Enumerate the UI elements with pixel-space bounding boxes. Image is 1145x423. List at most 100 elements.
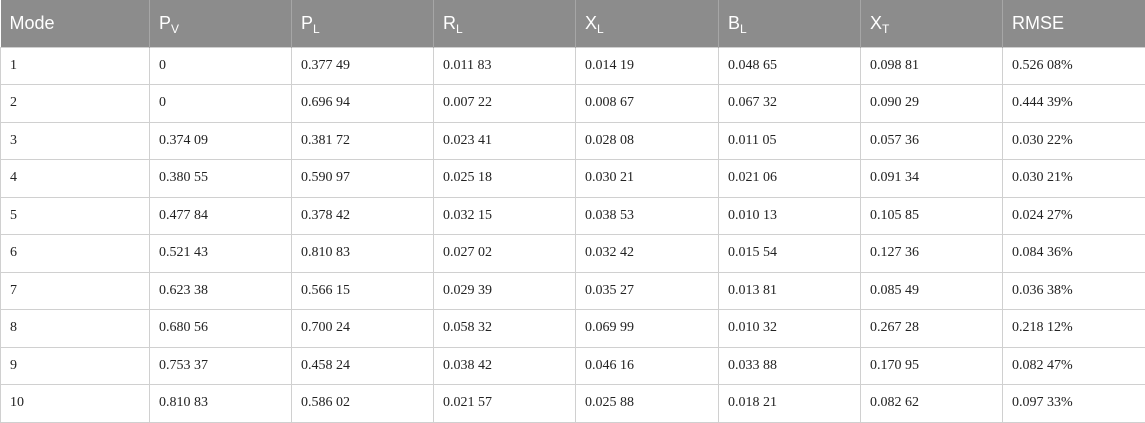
- cell-pl: 0.377 49: [292, 47, 434, 85]
- cell-bl: 0.013 81: [719, 272, 861, 310]
- cell-xt: 0.105 85: [861, 197, 1003, 235]
- cell-mode: 3: [1, 122, 150, 160]
- cell-rmse: 0.030 21%: [1003, 160, 1145, 198]
- cell-mode: 8: [1, 310, 150, 348]
- cell-rmse: 0.082 47%: [1003, 347, 1145, 385]
- cell-pv: 0.380 55: [150, 160, 292, 198]
- cell-xt: 0.127 36: [861, 235, 1003, 273]
- cell-xl: 0.025 88: [576, 385, 719, 423]
- cell-pv: 0.810 83: [150, 385, 292, 423]
- header-bl: BL: [719, 0, 861, 47]
- cell-pl: 0.696 94: [292, 85, 434, 123]
- cell-pv: 0.477 84: [150, 197, 292, 235]
- cell-mode: 2: [1, 85, 150, 123]
- cell-bl: 0.048 65: [719, 47, 861, 85]
- cell-rl: 0.029 39: [434, 272, 576, 310]
- cell-rmse: 0.097 33%: [1003, 385, 1145, 423]
- cell-xl: 0.030 21: [576, 160, 719, 198]
- cell-pv: 0: [150, 47, 292, 85]
- cell-xl: 0.028 08: [576, 122, 719, 160]
- cell-rmse: 0.030 22%: [1003, 122, 1145, 160]
- header-row: Mode PV PL RL XL BL XT RMSE: [1, 0, 1145, 47]
- header-xl: XL: [576, 0, 719, 47]
- cell-bl: 0.010 32: [719, 310, 861, 348]
- cell-rl: 0.032 15: [434, 197, 576, 235]
- cell-bl: 0.021 06: [719, 160, 861, 198]
- cell-mode: 7: [1, 272, 150, 310]
- cell-rl: 0.021 57: [434, 385, 576, 423]
- cell-xt: 0.085 49: [861, 272, 1003, 310]
- cell-rl: 0.027 02: [434, 235, 576, 273]
- cell-xl: 0.069 99: [576, 310, 719, 348]
- cell-rmse: 0.084 36%: [1003, 235, 1145, 273]
- cell-mode: 4: [1, 160, 150, 198]
- cell-rmse: 0.024 27%: [1003, 197, 1145, 235]
- cell-xt: 0.267 28: [861, 310, 1003, 348]
- cell-xl: 0.014 19: [576, 47, 719, 85]
- header-rmse: RMSE: [1003, 0, 1145, 47]
- cell-xt: 0.170 95: [861, 347, 1003, 385]
- cell-mode: 5: [1, 197, 150, 235]
- cell-rl: 0.058 32: [434, 310, 576, 348]
- cell-rl: 0.007 22: [434, 85, 576, 123]
- cell-mode: 10: [1, 385, 150, 423]
- cell-pv: 0.623 38: [150, 272, 292, 310]
- cell-xt: 0.082 62: [861, 385, 1003, 423]
- header-pl: PL: [292, 0, 434, 47]
- cell-xt: 0.098 81: [861, 47, 1003, 85]
- cell-bl: 0.018 21: [719, 385, 861, 423]
- cell-bl: 0.010 13: [719, 197, 861, 235]
- header-xt: XT: [861, 0, 1003, 47]
- cell-xl: 0.046 16: [576, 347, 719, 385]
- cell-xt: 0.090 29: [861, 85, 1003, 123]
- cell-xt: 0.091 34: [861, 160, 1003, 198]
- header-mode: Mode: [1, 0, 150, 47]
- cell-xl: 0.008 67: [576, 85, 719, 123]
- cell-rmse: 0.218 12%: [1003, 310, 1145, 348]
- cell-pv: 0.521 43: [150, 235, 292, 273]
- cell-rl: 0.023 41: [434, 122, 576, 160]
- cell-xl: 0.038 53: [576, 197, 719, 235]
- cell-rmse: 0.444 39%: [1003, 85, 1145, 123]
- cell-xt: 0.057 36: [861, 122, 1003, 160]
- cell-pl: 0.566 15: [292, 272, 434, 310]
- cell-pv: 0: [150, 85, 292, 123]
- cell-pl: 0.810 83: [292, 235, 434, 273]
- cell-pl: 0.458 24: [292, 347, 434, 385]
- cell-bl: 0.011 05: [719, 122, 861, 160]
- cell-rmse: 0.526 08%: [1003, 47, 1145, 85]
- cell-mode: 9: [1, 347, 150, 385]
- cell-pv: 0.374 09: [150, 122, 292, 160]
- header-rl: RL: [434, 0, 576, 47]
- cell-mode: 6: [1, 235, 150, 273]
- cell-rl: 0.011 83: [434, 47, 576, 85]
- cell-mode: 1: [1, 47, 150, 85]
- cell-pl: 0.378 42: [292, 197, 434, 235]
- cell-pv: 0.753 37: [150, 347, 292, 385]
- cell-rl: 0.025 18: [434, 160, 576, 198]
- cell-xl: 0.032 42: [576, 235, 719, 273]
- cell-xl: 0.035 27: [576, 272, 719, 310]
- cell-pl: 0.381 72: [292, 122, 434, 160]
- cell-bl: 0.015 54: [719, 235, 861, 273]
- header-pv: PV: [150, 0, 292, 47]
- table-header: Mode PV PL RL XL BL XT RMSE: [1, 0, 1145, 47]
- cell-pl: 0.586 02: [292, 385, 434, 423]
- cell-pv: 0.680 56: [150, 310, 292, 348]
- cell-rl: 0.038 42: [434, 347, 576, 385]
- cell-pl: 0.590 97: [292, 160, 434, 198]
- cell-rmse: 0.036 38%: [1003, 272, 1145, 310]
- cell-bl: 0.033 88: [719, 347, 861, 385]
